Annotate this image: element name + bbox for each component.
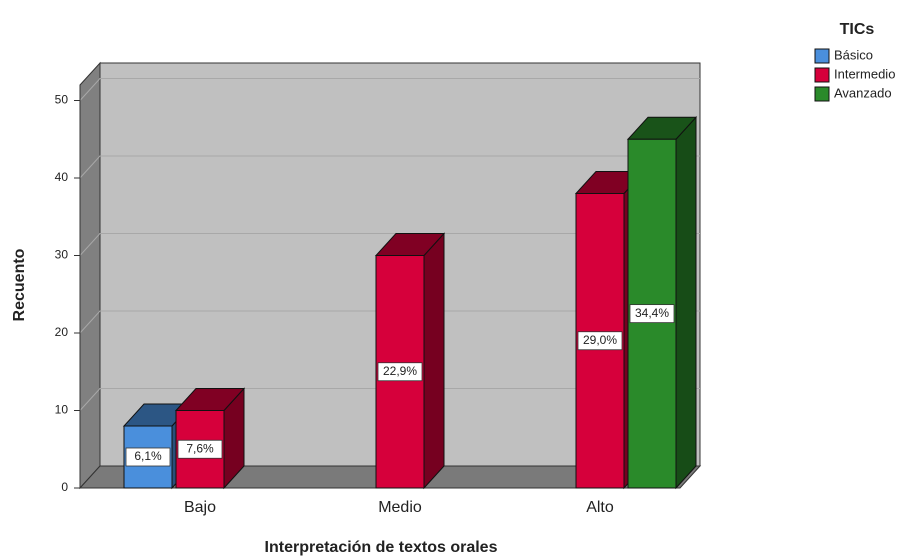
y-axis-title: Recuento [11, 248, 28, 321]
y-tick-label: 20 [55, 325, 69, 339]
data-label: 22,9% [383, 364, 417, 378]
data-label: 29,0% [583, 333, 617, 347]
data-label-box [377, 362, 423, 382]
left-wall [79, 61, 101, 490]
data-label-box [177, 439, 223, 459]
data-label-box [629, 304, 675, 324]
x-axis-title: Interpretación de textos orales [265, 539, 498, 556]
grid-line [79, 155, 700, 179]
legend-swatch [814, 67, 830, 83]
legend-swatch [814, 48, 830, 64]
legend-label: Avanzado [834, 85, 892, 100]
bar-side [423, 232, 445, 490]
legend-title: TICs [840, 21, 875, 38]
x-tick-label: Medio [378, 499, 422, 516]
grid-line [79, 310, 700, 334]
legend-label: Básico [834, 47, 873, 62]
x-tick-label: Alto [586, 499, 614, 516]
x-tick-label: Bajo [184, 499, 216, 516]
bar-side [675, 115, 697, 490]
y-tick-label: 40 [55, 170, 69, 184]
data-label: 6,1% [134, 449, 162, 463]
data-label: 34,4% [635, 306, 669, 320]
legend-label: Intermedio [834, 66, 895, 81]
data-label-box [125, 447, 171, 467]
y-tick-label: 50 [55, 93, 69, 107]
legend-swatch [814, 86, 830, 102]
data-label: 7,6% [186, 441, 214, 455]
y-tick-label: 10 [55, 403, 69, 417]
y-tick-label: 0 [61, 480, 68, 494]
grid-line [79, 233, 700, 256]
data-label-box [577, 331, 623, 351]
grid-line [79, 78, 700, 101]
grid-line [79, 388, 700, 411]
y-tick-label: 30 [55, 248, 69, 262]
